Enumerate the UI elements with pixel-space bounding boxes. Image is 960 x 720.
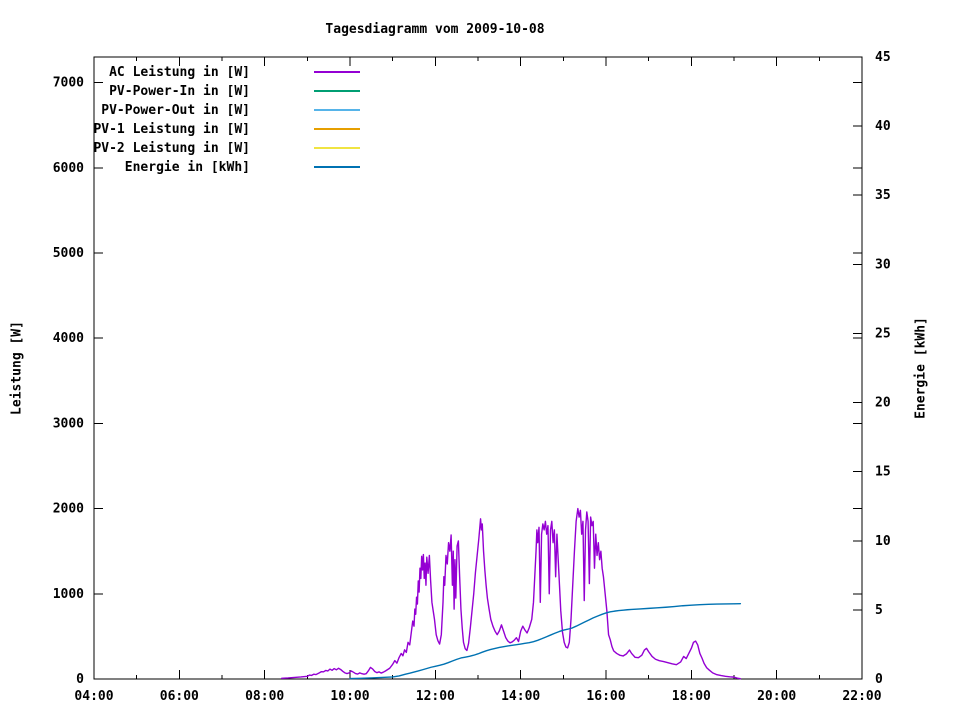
svg-text:04:00: 04:00 xyxy=(74,689,113,704)
svg-text:0: 0 xyxy=(875,672,883,687)
legend-label: PV-2 Leistung in [W] xyxy=(93,141,250,156)
legend-item: Energie in [kWh] xyxy=(125,160,360,175)
svg-text:20:00: 20:00 xyxy=(757,689,796,704)
svg-text:5: 5 xyxy=(875,603,883,618)
legend-label: PV-1 Leistung in [W] xyxy=(93,122,250,137)
svg-text:20: 20 xyxy=(875,396,891,411)
svg-text:5000: 5000 xyxy=(53,246,84,261)
svg-text:40: 40 xyxy=(875,119,891,134)
legend-label: PV-Power-Out in [W] xyxy=(101,103,250,118)
chart-title: Tagesdiagramm vom 2009-10-08 xyxy=(325,22,545,37)
svg-text:22:00: 22:00 xyxy=(842,689,881,704)
svg-text:10:00: 10:00 xyxy=(330,689,369,704)
svg-text:14:00: 14:00 xyxy=(501,689,540,704)
svg-text:2000: 2000 xyxy=(53,502,84,517)
svg-text:1000: 1000 xyxy=(53,587,84,602)
svg-text:10: 10 xyxy=(875,534,891,549)
legend-label: Energie in [kWh] xyxy=(125,160,250,175)
series-ac-leistung-in-w xyxy=(281,507,742,680)
svg-text:45: 45 xyxy=(875,50,891,65)
legend-item: PV-1 Leistung in [W] xyxy=(93,122,360,137)
svg-text:7000: 7000 xyxy=(53,76,84,91)
svg-text:0: 0 xyxy=(76,672,84,687)
svg-text:30: 30 xyxy=(875,257,891,272)
x-axis-ticks: 04:00 06:00 08:00 10:00 12:00 14:00 16:00 18:00… xyxy=(74,57,882,704)
legend-item: PV-Power-In in [W] xyxy=(109,84,360,99)
svg-text:15: 15 xyxy=(875,465,891,480)
svg-text:18:00: 18:00 xyxy=(672,689,711,704)
svg-text:4000: 4000 xyxy=(53,331,84,346)
y-axis-left-ticks: 0 1000 2000 3000 4000 5000 6000 7000 xyxy=(53,76,862,687)
legend-item: AC Leistung in [W] xyxy=(109,65,360,80)
svg-text:6000: 6000 xyxy=(53,161,84,176)
svg-text:16:00: 16:00 xyxy=(586,689,625,704)
svg-text:08:00: 08:00 xyxy=(245,689,284,704)
legend-item: PV-2 Leistung in [W] xyxy=(93,141,360,156)
legend-item: PV-Power-Out in [W] xyxy=(101,103,360,118)
series-energie-in-kwh xyxy=(349,602,742,680)
svg-text:35: 35 xyxy=(875,188,891,203)
svg-text:3000: 3000 xyxy=(53,416,84,431)
legend-label: PV-Power-In in [W] xyxy=(109,84,250,99)
svg-text:25: 25 xyxy=(875,326,891,341)
legend-label: AC Leistung in [W] xyxy=(109,65,250,80)
svg-text:06:00: 06:00 xyxy=(160,689,199,704)
svg-text:12:00: 12:00 xyxy=(416,689,455,704)
y-axis-right-ticks: 0 5 10 15 20 25 30 35 40 45 xyxy=(853,50,891,687)
legend: AC Leistung in [W] PV-Power-In in [W] PV-P… xyxy=(93,65,360,175)
